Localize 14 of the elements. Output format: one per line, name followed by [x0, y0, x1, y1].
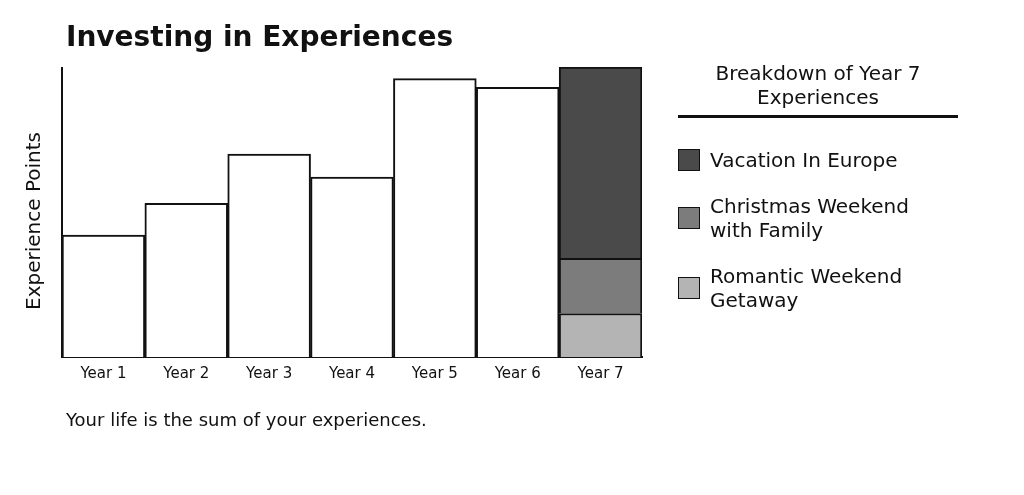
x-tick-label: Year 6 [493, 363, 541, 382]
x-tick-label: Year 1 [79, 363, 127, 382]
legend-label: Vacation In Europe [710, 148, 899, 172]
x-tick-label: Year 7 [576, 363, 624, 382]
x-tick-label: Year 3 [245, 363, 293, 382]
legend-label: Romantic Weekend Getaway [710, 264, 904, 312]
legend-title: Breakdown of Year 7 Experiences [678, 61, 958, 118]
text: Your life is the sum of your experiences. [66, 409, 428, 430]
chart-title: Investing in Experiences [66, 20, 455, 53]
y-axis-title: Experience Points [21, 132, 45, 310]
legend-label: Christmas Weekend with Family [710, 194, 910, 242]
x-tick-label: Year 4 [327, 363, 376, 382]
x-tick-label: Year 5 [410, 363, 458, 382]
x-tick-label: Year 2 [162, 363, 210, 382]
